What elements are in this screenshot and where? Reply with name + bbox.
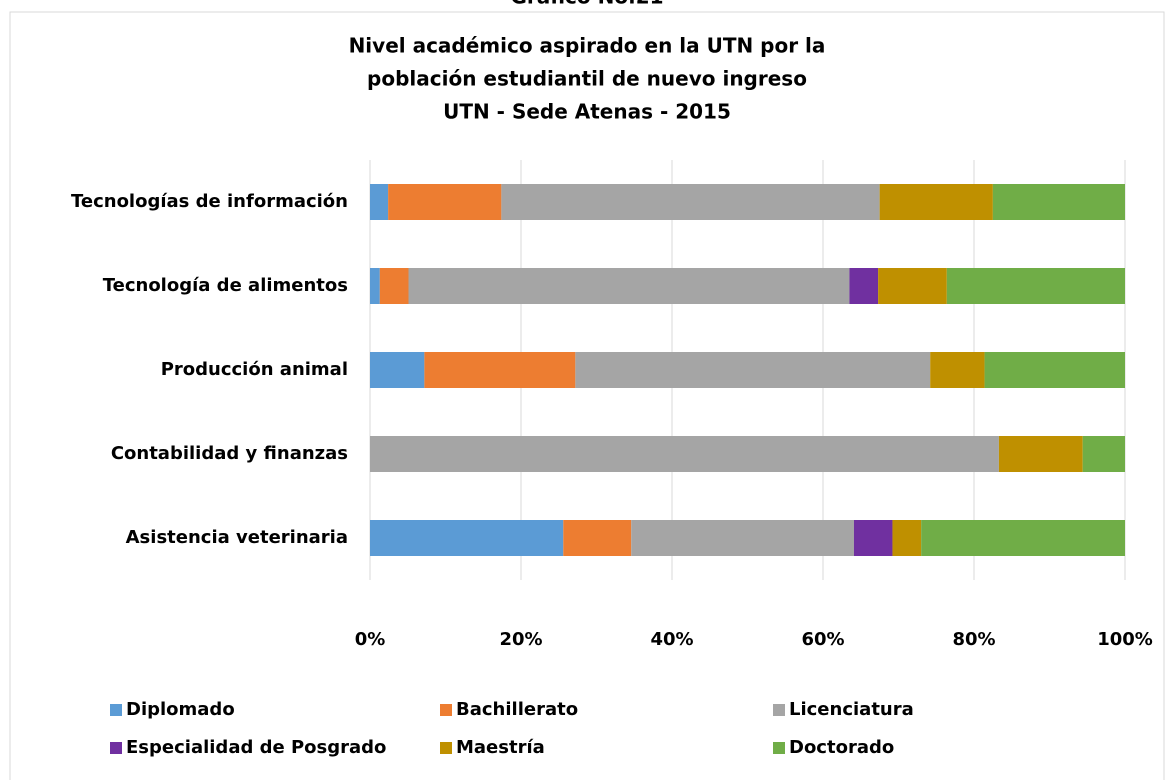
x-tick-label: 0% [355, 629, 386, 650]
bar-segment [930, 352, 985, 388]
bar-segment [501, 184, 880, 220]
bar-segment [424, 352, 576, 388]
x-tick-label: 80% [952, 629, 995, 650]
chart-title: Nivel académico aspirado en la UTN por l… [349, 34, 826, 58]
bar-segment [879, 184, 993, 220]
chart-frame [9, 11, 1165, 783]
bar-segment [370, 520, 564, 556]
legend-swatch [773, 742, 785, 754]
bar-segment [1082, 436, 1125, 472]
legend-swatch [440, 704, 452, 716]
y-tick-label: Contabilidad y finanzas [111, 443, 348, 464]
bar-segment [992, 184, 1125, 220]
bar-segment [370, 352, 425, 388]
x-tick-label: 60% [801, 629, 844, 650]
legend-swatch [110, 704, 122, 716]
figure-number: Gráfico No.21 [510, 0, 663, 9]
bar-segment [370, 184, 389, 220]
bar-segment [370, 436, 999, 472]
legend-label: Especialidad de Posgrado [126, 737, 386, 758]
chart-title: UTN - Sede Atenas - 2015 [443, 100, 731, 124]
legend-label: Diplomado [126, 699, 235, 720]
bar-segment [408, 268, 850, 304]
x-tick-label: 20% [499, 629, 542, 650]
bar-segment [853, 520, 893, 556]
legend-swatch [110, 742, 122, 754]
legend-swatch [773, 704, 785, 716]
bar-segment [379, 268, 409, 304]
bar-segment [984, 352, 1125, 388]
legend-swatch [440, 742, 452, 754]
bar-segment [921, 520, 1125, 556]
bar-segment [563, 520, 632, 556]
legend-label: Doctorado [789, 737, 894, 758]
y-tick-label: Tecnologías de información [71, 191, 348, 212]
bar-segment [892, 520, 922, 556]
bar-segment [878, 268, 947, 304]
x-tick-label: 100% [1097, 629, 1153, 650]
legend-label: Licenciatura [789, 699, 914, 720]
bar-segment [998, 436, 1083, 472]
bar-segment [370, 268, 380, 304]
bar-segment [946, 268, 1125, 304]
y-tick-label: Asistencia veterinaria [126, 527, 348, 548]
y-tick-label: Producción animal [161, 359, 348, 380]
chart-title: población estudiantil de nuevo ingreso [367, 67, 807, 91]
x-tick-label: 40% [650, 629, 693, 650]
y-tick-label: Tecnología de alimentos [103, 275, 348, 296]
legend-label: Bachillerato [456, 699, 578, 720]
bar-segment [575, 352, 931, 388]
legend-label: Maestría [456, 737, 545, 758]
bar-segment [631, 520, 854, 556]
bar-segment [388, 184, 502, 220]
bar-segment [849, 268, 879, 304]
